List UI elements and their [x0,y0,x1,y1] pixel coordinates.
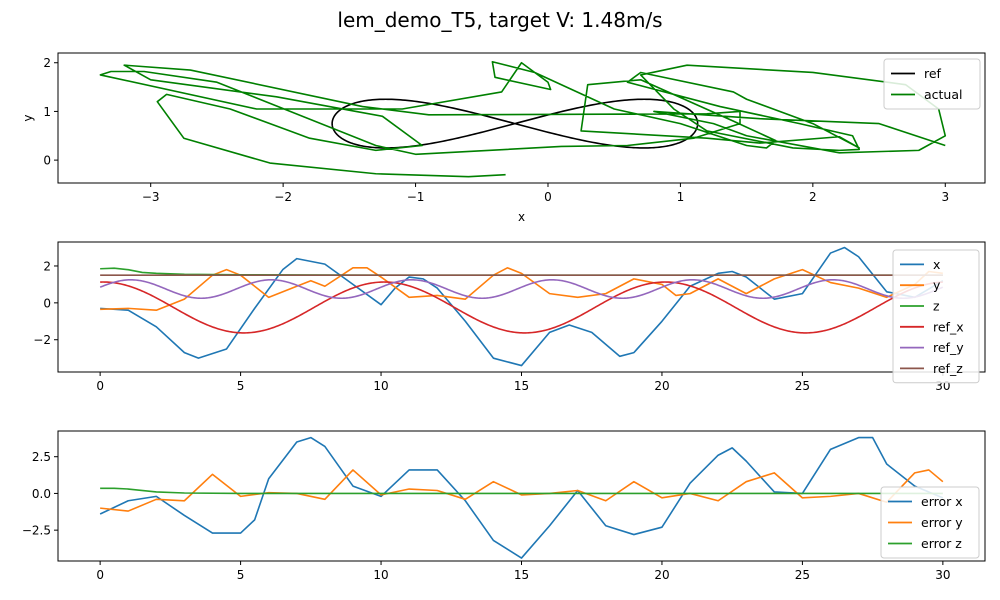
legend-label: actual [924,87,963,102]
x-tick-label: 5 [237,568,245,582]
y-tick-label: 2 [43,259,51,273]
x-tick-label: 30 [935,568,950,582]
legend-label: ref_z [933,361,963,376]
series-line-ref [331,98,699,149]
legend-label: error y [921,515,963,530]
legend-label: ref_x [933,319,964,334]
series-line-actual [99,60,947,178]
y-tick-label: 0 [43,296,51,310]
legend-label: z [933,299,940,314]
y-tick-label: 0.0 [32,487,51,501]
legend-box [880,486,980,559]
x-tick-label: 0 [96,379,104,393]
axes-frame [57,52,986,184]
series-line-ref_x [100,281,943,334]
series-group-pos [99,246,944,367]
x-tick-label: 5 [237,379,245,393]
x-tick-label: 10 [373,568,388,582]
x-tick-label: 20 [654,568,669,582]
series-line-error-z [100,487,943,495]
x-tick-label: −2 [274,190,292,204]
axes-frame [57,430,986,562]
x-tick-label: 3 [941,190,949,204]
legend-box [892,249,980,384]
x-tick-label: 1 [677,190,685,204]
y-tick-label: 0 [43,154,51,168]
legend-label: ref_y [933,340,964,355]
legend-box [883,58,981,110]
x-tick-label: 15 [514,568,529,582]
y-tick-label: 1 [43,105,51,119]
y-tick-label: −2.5 [22,524,51,538]
legend-pos: xyz ref_x ref_y ref_z [892,249,980,384]
y-tick-label: −2 [33,333,51,347]
series-line-ref_y [99,279,944,300]
series-group-xy [99,60,947,178]
axes-frame [57,241,986,373]
legend-label: x [933,257,940,272]
chart-xy: −3 −2 −1 0 1 2 3 0 1 2 x y ref actual [21,52,986,224]
x-tick-label: 2 [809,190,817,204]
x-tick-label: 25 [795,379,810,393]
y-tick-label: 2.5 [32,450,51,464]
x-tick-label: 10 [373,379,388,393]
series-line-error-x [99,436,944,559]
legend-label: ref [924,66,942,81]
series-line-error-y [100,469,944,512]
x-tick-label: 25 [795,568,810,582]
x-tick-label: 0 [544,190,552,204]
y-tick-label: 2 [43,56,51,70]
legend-xy: ref actual [883,58,981,110]
x-tick-label: 20 [654,379,669,393]
x-tick-label: 15 [514,379,529,393]
x-tick-label: −3 [142,190,160,204]
x-tick-label: 0 [96,568,104,582]
series-line-x [100,246,944,367]
legend-label: error z [921,536,962,551]
x-tick-label: −1 [407,190,425,204]
legend-err: error x error y error z [880,486,980,559]
legend-label: error x [921,494,963,509]
y-axis-label: y [21,114,35,121]
legend-label: y [933,278,941,293]
series-group-err [99,436,944,559]
figure-title: lem_demo_T5, target V: 1.48m/s [337,8,663,32]
x-axis-label: x [518,210,525,224]
